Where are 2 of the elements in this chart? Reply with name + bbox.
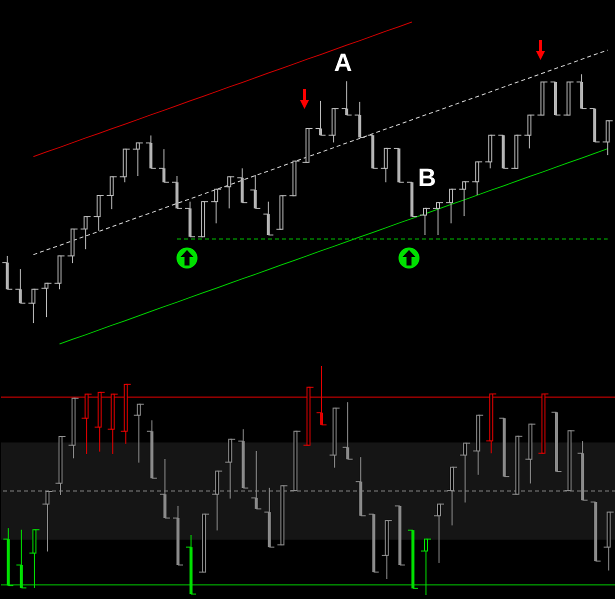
annotation: A — [334, 49, 352, 77]
annotation: B — [418, 164, 436, 192]
